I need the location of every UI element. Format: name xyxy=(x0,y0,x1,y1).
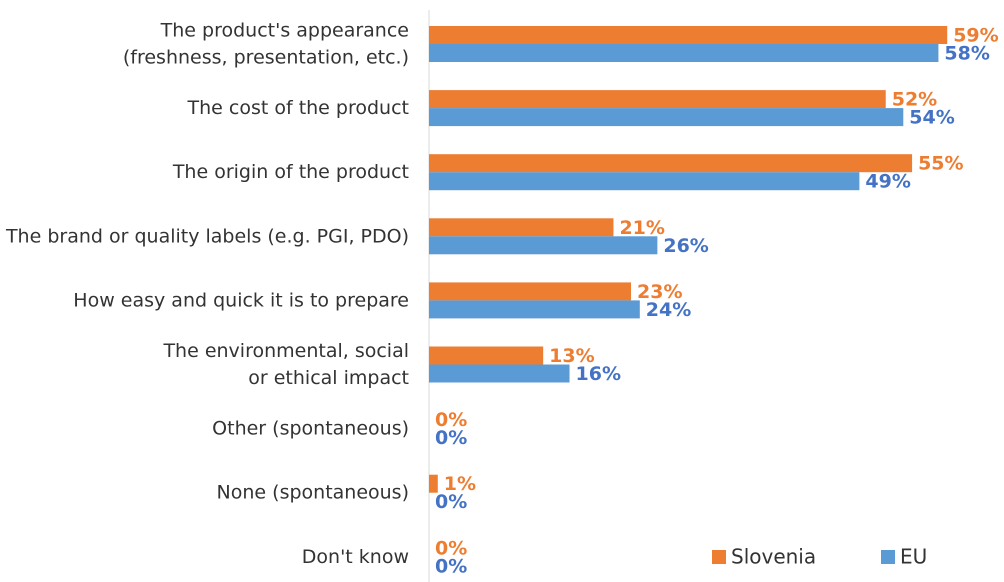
category-label: How easy and quick it is to prepare xyxy=(73,289,409,311)
value-label: 1% xyxy=(444,473,476,495)
bar xyxy=(429,108,904,127)
category-label: Don't know xyxy=(302,545,409,567)
value-label: 13% xyxy=(549,345,594,367)
value-label: 0% xyxy=(435,491,467,513)
value-label: 58% xyxy=(944,43,989,65)
value-label: 0% xyxy=(435,555,467,577)
value-label: 0% xyxy=(435,427,467,449)
value-label: 52% xyxy=(892,89,937,111)
category-line: The cost of the product xyxy=(187,97,410,119)
value-label: 0% xyxy=(435,537,467,559)
value-label: 21% xyxy=(619,217,664,239)
category-line: How easy and quick it is to prepare xyxy=(73,289,409,311)
category-label: The cost of the product xyxy=(187,97,410,119)
bar xyxy=(429,218,614,237)
legend-label: Slovenia xyxy=(731,545,816,569)
category-label: Other (spontaneous) xyxy=(212,417,409,439)
bar xyxy=(429,474,438,493)
category-label: The origin of the product xyxy=(172,161,409,183)
value-label: 0% xyxy=(435,409,467,431)
value-label: 23% xyxy=(637,281,682,303)
bar xyxy=(429,44,939,62)
bar xyxy=(429,346,544,365)
value-label: 24% xyxy=(646,299,691,321)
legend-swatch xyxy=(712,550,726,564)
category-line: None (spontaneous) xyxy=(217,481,409,503)
category-line: The brand or quality labels (e.g. PGI, P… xyxy=(5,225,409,247)
bar xyxy=(429,172,860,191)
bar xyxy=(429,282,632,301)
category-label: The product's appearance (freshness, pres… xyxy=(123,19,409,68)
legend-swatch xyxy=(881,550,895,564)
bar xyxy=(429,236,658,255)
bar xyxy=(429,154,913,173)
category-label: The brand or quality labels (e.g. PGI, P… xyxy=(5,225,409,247)
category-line: The environmental, social xyxy=(162,340,409,362)
category-line: The product's appearance xyxy=(160,19,409,41)
value-label: 49% xyxy=(865,171,910,193)
category-line: Don't know xyxy=(302,545,409,567)
category-line: Other (spontaneous) xyxy=(212,417,409,439)
value-label: 26% xyxy=(663,235,708,257)
category-line: (freshness, presentation, etc.) xyxy=(123,46,409,68)
category-line: or ethical impact xyxy=(248,367,409,389)
bar xyxy=(429,90,886,109)
bar xyxy=(429,300,640,319)
value-label: 54% xyxy=(909,107,954,129)
category-label: The environmental, social or ethical impa… xyxy=(162,340,409,389)
legend-label: EU xyxy=(900,545,927,569)
value-label: 59% xyxy=(953,25,998,47)
value-label: 16% xyxy=(576,363,621,385)
bar xyxy=(429,364,570,383)
value-label: 55% xyxy=(918,153,963,175)
category-label: None (spontaneous) xyxy=(217,481,409,503)
category-line: The origin of the product xyxy=(172,161,409,183)
bar xyxy=(429,26,948,44)
